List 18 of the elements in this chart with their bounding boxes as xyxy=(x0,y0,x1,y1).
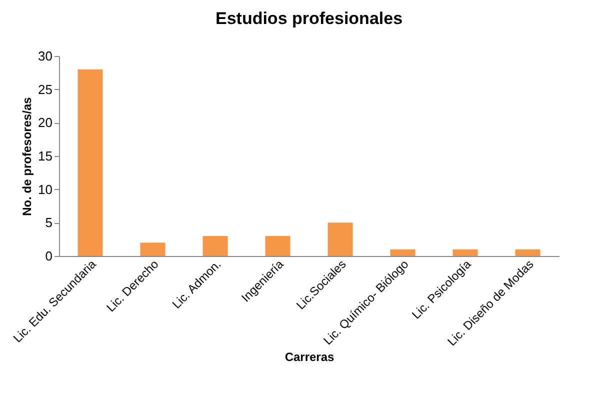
y-tick-label: 25 xyxy=(38,82,52,97)
y-tick-label: 15 xyxy=(38,148,52,164)
bar xyxy=(140,242,166,256)
bar xyxy=(452,249,478,256)
y-tick-label: 0 xyxy=(45,248,52,264)
bar xyxy=(328,222,353,256)
x-axis-title: Carreras xyxy=(284,350,335,364)
bar xyxy=(390,249,416,256)
bar xyxy=(78,69,103,256)
y-tick-label: 30 xyxy=(38,48,52,64)
y-axis-title: No. de profesores/as xyxy=(20,96,34,216)
y-tick-label: 20 xyxy=(38,115,52,130)
bar xyxy=(515,249,540,256)
bar xyxy=(202,236,228,256)
chart-title: Estudios profesionales xyxy=(215,9,403,28)
y-tick-label: 5 xyxy=(45,215,52,230)
bar xyxy=(265,236,290,256)
y-tick-label: 10 xyxy=(38,182,52,197)
